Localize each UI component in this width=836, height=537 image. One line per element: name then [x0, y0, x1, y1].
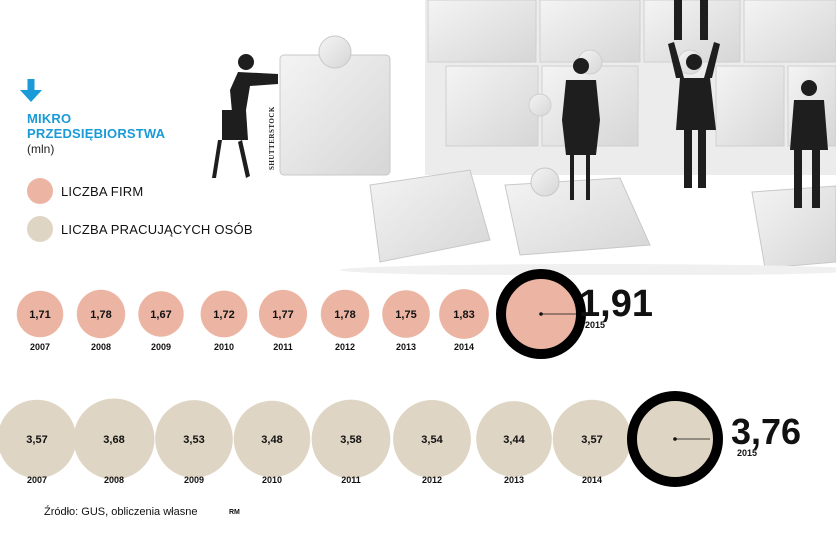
- bubble-workers-2013: [476, 401, 552, 477]
- value-label-workers-2015: 3,76: [731, 411, 801, 452]
- bubble-firms-2007: [16, 290, 64, 338]
- value-label-workers-2011: 3,58: [340, 434, 361, 446]
- bubble-workers-2007: [0, 399, 77, 479]
- year-label-firms-2007: 2007: [30, 342, 50, 352]
- year-label-firms-2014: 2014: [454, 342, 474, 352]
- bubble-workers-2011: [311, 399, 391, 479]
- value-label-firms-2007: 1,71: [29, 309, 50, 321]
- bubble-firms-2013: [382, 290, 430, 338]
- year-label-firms-2011: 2011: [273, 342, 293, 352]
- bubble-firms-2009: [138, 291, 184, 337]
- bubble-firms-2010: [200, 290, 248, 338]
- arrow-down-icon: [20, 79, 42, 102]
- leader-dot-workers: [673, 437, 677, 441]
- value-label-firms-2013: 1,75: [395, 309, 416, 321]
- value-label-workers-2010: 3,48: [261, 434, 282, 446]
- value-label-workers-2012: 3,54: [421, 434, 443, 446]
- value-label-workers-2008: 3,68: [103, 434, 124, 446]
- title-line-1: MIKRO: [27, 111, 72, 126]
- bubble-workers-2008: [73, 398, 155, 480]
- year-label-workers-2010: 2010: [262, 475, 282, 485]
- bubble-firms-2012: [320, 289, 370, 339]
- value-label-workers-2014: 3,57: [581, 434, 602, 446]
- year-label-workers-2012: 2012: [422, 475, 442, 485]
- value-label-firms-2012: 1,78: [334, 309, 355, 321]
- bubble-firms-2008: [76, 289, 126, 339]
- bubble-workers-2014: [552, 399, 632, 479]
- value-label-workers-2009: 3,53: [183, 434, 204, 446]
- unit-label: (mln): [27, 142, 55, 156]
- value-label-firms-2009: 1,67: [150, 309, 171, 321]
- year-label-firms-2008: 2008: [91, 342, 111, 352]
- year-label-firms-2015: 2015: [585, 320, 605, 330]
- year-label-workers-2013: 2013: [504, 475, 524, 485]
- year-label-firms-2010: 2010: [214, 342, 234, 352]
- bubble-workers-2012: [393, 400, 471, 478]
- value-label-firms-2014: 1,83: [453, 309, 474, 321]
- leader-dot-firms: [539, 312, 543, 316]
- year-label-firms-2013: 2013: [396, 342, 416, 352]
- legend-label-workers: LICZBA PRACUJĄCYCH OSÓB: [61, 222, 253, 237]
- value-label-workers-2013: 3,44: [503, 434, 525, 446]
- year-label-workers-2007: 2007: [27, 475, 47, 485]
- bubble-workers-2010: [233, 400, 311, 478]
- author-signature: RM: [229, 509, 240, 516]
- legend-swatch-workers: [27, 216, 53, 242]
- value-label-workers-2007: 3,57: [26, 434, 47, 446]
- bubble-firms-2011: [258, 289, 308, 339]
- year-label-workers-2014: 2014: [582, 475, 602, 485]
- chart-title: MIKRO PRZEDSIĘBIORSTWA: [27, 111, 165, 141]
- bubble-firms-2014: [439, 289, 489, 339]
- year-label-firms-2012: 2012: [335, 342, 355, 352]
- source-note: Źródło: GUS, obliczenia własne: [44, 506, 198, 518]
- year-label-workers-2011: 2011: [341, 475, 361, 485]
- puzzle-illustration: [212, 0, 836, 275]
- value-label-firms-2010: 1,72: [213, 309, 234, 321]
- value-label-firms-2008: 1,78: [90, 309, 111, 321]
- value-label-firms-2015: 1,91: [579, 283, 653, 325]
- legend-label-firms: LICZBA FIRM: [61, 184, 144, 199]
- title-line-2: PRZEDSIĘBIORSTWA: [27, 126, 166, 141]
- year-label-workers-2015: 2015: [737, 448, 757, 458]
- bubble-workers-2009: [155, 400, 233, 478]
- year-label-workers-2008: 2008: [104, 475, 124, 485]
- legend-swatch-firms: [27, 178, 53, 204]
- value-label-firms-2011: 1,77: [272, 309, 293, 321]
- year-label-firms-2009: 2009: [151, 342, 171, 352]
- year-label-workers-2009: 2009: [184, 475, 204, 485]
